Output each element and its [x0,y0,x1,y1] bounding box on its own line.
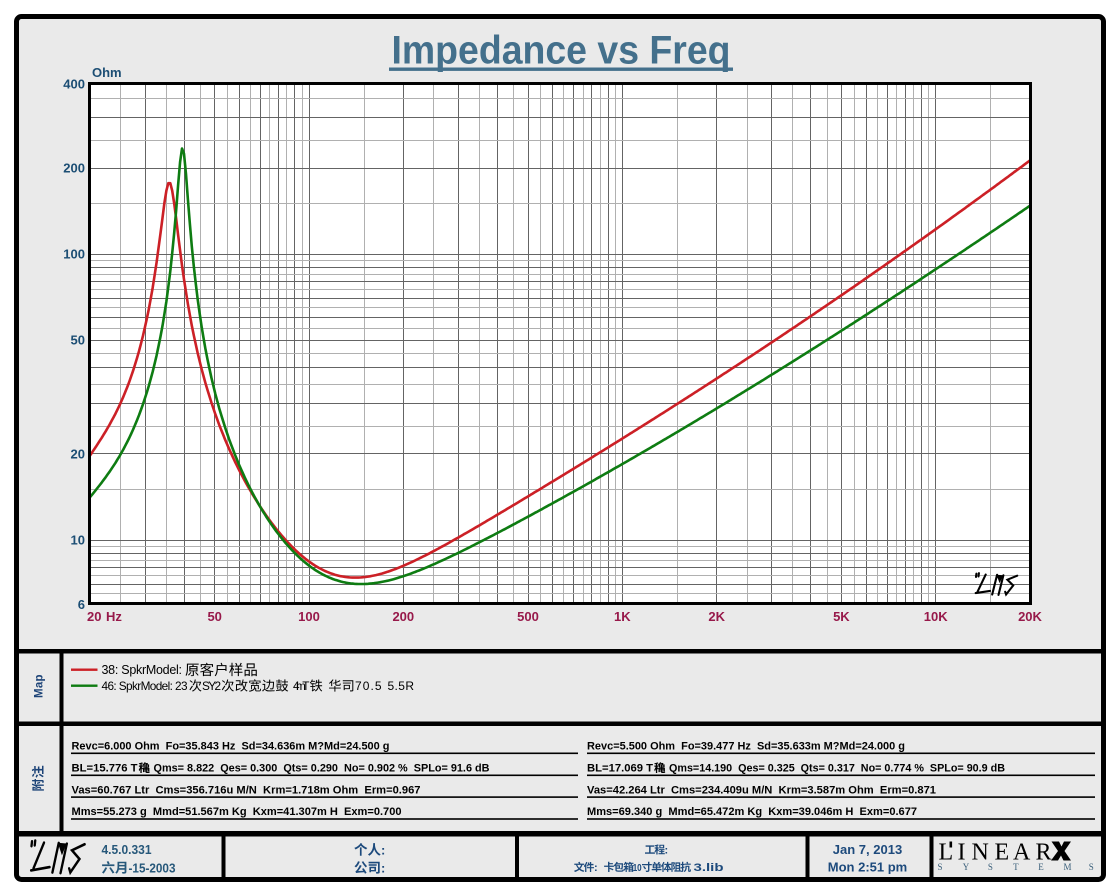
svg-text:2K: 2K [708,609,725,624]
svg-text:500: 500 [517,609,539,624]
svg-text:Mms=55.273 g Mmd=51.567m Kg: Mms=55.273 g Mmd=51.567m Kg Kxm=41.307m … [72,806,402,818]
svg-text::: : [665,845,669,857]
svg-text:50: 50 [71,333,85,348]
svg-text:1K: 1K [614,609,631,624]
svg-text:Qms= 8.822 Qes= 0.300 Qts= 0: Qms= 8.822 Qes= 0.300 Qts= 0.290 No= 0.9… [154,763,490,775]
svg-text:Mon 2:51 pm: Mon 2:51 pm [828,860,907,875]
svg-text:N: N [972,840,989,866]
svg-text:Impedance vs Freq: Impedance vs Freq [392,29,731,73]
svg-text:200: 200 [63,161,85,176]
svg-text:3.lib: 3.lib [694,862,724,874]
svg-text:Hz: Hz [106,609,122,624]
svg-text:BL=17.069 T: BL=17.069 T [587,763,653,775]
svg-text:T: T [1013,862,1019,872]
svg-text:4mT: 4mT [293,679,310,693]
svg-text:Mms=69.340 g Mmd=65.472m Kg: Mms=69.340 g Mmd=65.472m Kg Kxm=39.046m … [587,806,917,818]
svg-text:Revc=6.000 Ohm Fo=35.843 Hz: Revc=6.000 Ohm Fo=35.843 Hz Sd=34.636m M… [72,741,390,753]
svg-text:5K: 5K [833,609,850,624]
svg-text:100: 100 [63,247,85,262]
svg-text:I: I [958,840,966,866]
svg-text:Revc=5.500 Ohm Fo=39.477 Hz: Revc=5.500 Ohm Fo=39.477 Hz Sd=35.633m M… [587,741,905,753]
svg-text::: : [381,861,385,876]
svg-text:S: S [988,862,993,872]
svg-text:A: A [1013,840,1031,866]
svg-text:E: E [995,840,1010,866]
svg-text:S: S [1089,862,1094,872]
svg-text:10K: 10K [924,609,948,624]
svg-text:20: 20 [87,609,101,624]
svg-text:70.5: 70.5 [355,679,382,693]
svg-text:200: 200 [392,609,414,624]
svg-text:Vas=60.767 Ltr Cms=356.716u M: Vas=60.767 Ltr Cms=356.716u M/N Krm=1.71… [72,784,421,796]
svg-text::: : [594,862,598,874]
svg-text:Map: Map [34,675,46,699]
svg-text:4.5.0.331: 4.5.0.331 [102,842,152,857]
svg-text:M: M [1064,862,1072,872]
svg-text:Qms=14.190 Qes= 0.325 Qts= 0: Qms=14.190 Qes= 0.325 Qts= 0.317 No= 0.7… [669,763,1005,775]
svg-text:Vas=42.264 Ltr Cms=234.409u M: Vas=42.264 Ltr Cms=234.409u M/N Krm=3.58… [587,784,936,796]
svg-text:10: 10 [633,862,642,874]
svg-text:20K: 20K [1018,609,1042,624]
svg-text:6: 6 [78,597,85,612]
svg-text::: : [381,843,385,858]
svg-text:R: R [1036,840,1052,866]
svg-text:E: E [1038,862,1044,872]
svg-text:5.5R: 5.5R [388,679,415,693]
svg-text:400: 400 [63,77,85,92]
svg-text:-15-2003: -15-2003 [129,861,176,876]
svg-text:S: S [938,862,943,872]
svg-text:BL=15.776 T: BL=15.776 T [72,763,138,775]
svg-text:Y: Y [963,862,970,872]
svg-text:Jan 7, 2013: Jan 7, 2013 [833,842,902,857]
svg-text:38: SpkrModel:: 38: SpkrModel: [102,663,183,677]
svg-text:20: 20 [71,447,85,462]
svg-text:50: 50 [207,609,221,624]
svg-text:Ohm: Ohm [92,65,122,80]
svg-text:46: SpkrModel: 23: 46: SpkrModel: 23 [102,679,188,693]
svg-text:100: 100 [298,609,320,624]
svg-text:10: 10 [71,533,85,548]
svg-text:SY2: SY2 [202,679,221,693]
